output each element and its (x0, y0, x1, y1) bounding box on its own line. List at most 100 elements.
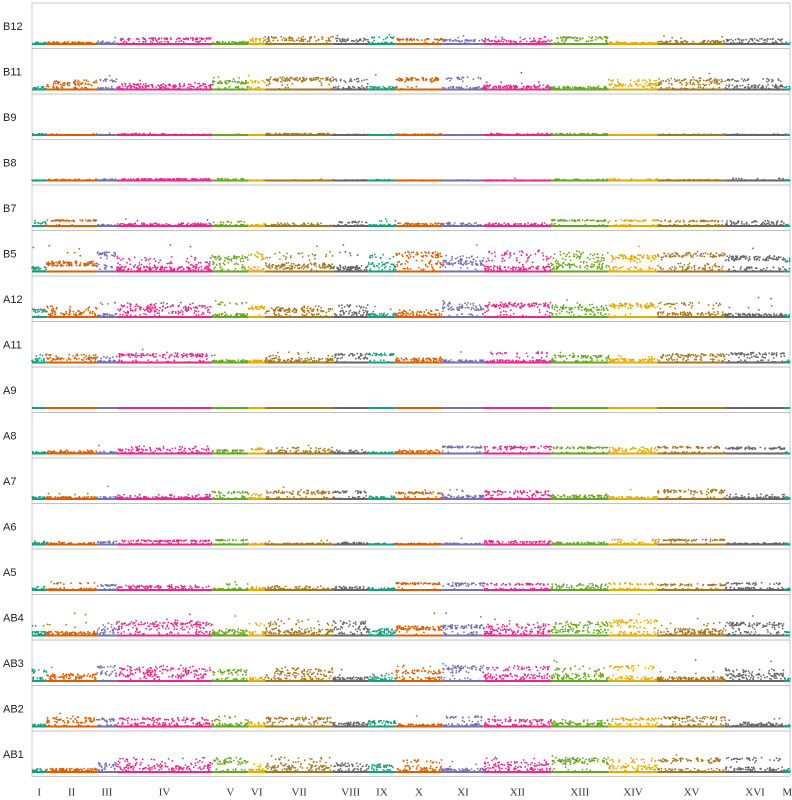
series-chr-ii (46, 218, 98, 227)
data-point (239, 82, 242, 85)
data-point (229, 133, 232, 136)
data-point (384, 37, 387, 40)
data-point (290, 39, 292, 42)
data-point (394, 265, 396, 268)
data-point (86, 220, 89, 223)
data-point (255, 255, 258, 258)
data-point (293, 40, 296, 43)
data-point (584, 220, 586, 222)
data-point (221, 82, 224, 84)
data-point (348, 224, 350, 227)
data-point (406, 39, 409, 41)
data-point (516, 132, 519, 135)
data-point (716, 83, 719, 85)
data-point (554, 42, 556, 44)
data-point (99, 268, 101, 270)
data-point (385, 261, 388, 264)
data-point (302, 268, 305, 270)
data-point (429, 133, 431, 136)
data-point (278, 224, 280, 227)
data-point (693, 42, 696, 45)
data-point (199, 178, 202, 180)
data-point (247, 266, 250, 269)
data-point (53, 179, 56, 182)
data-point (721, 220, 724, 222)
data-point (704, 179, 707, 181)
data-point (67, 40, 70, 43)
data-point (61, 84, 64, 87)
data-point (639, 42, 642, 45)
data-point (658, 83, 660, 86)
data-point (686, 83, 689, 85)
data-point (355, 39, 358, 42)
data-point (148, 133, 151, 136)
data-point (124, 85, 127, 88)
data-point (699, 134, 702, 136)
panel-b7 (31, 184, 791, 231)
data-point (356, 40, 359, 43)
data-point (289, 224, 291, 227)
data-point (457, 77, 460, 79)
data-point (563, 87, 566, 90)
data-point (207, 37, 210, 39)
data-point (252, 224, 254, 227)
data-point (604, 87, 607, 89)
data-point (237, 263, 239, 266)
data-point (55, 261, 58, 263)
data-point (256, 37, 258, 40)
data-point (42, 221, 44, 224)
data-point (363, 79, 365, 81)
data-point (83, 79, 85, 82)
data-point (438, 39, 441, 42)
data-point (238, 81, 241, 84)
data-point (734, 79, 736, 82)
data-point (645, 80, 648, 83)
data-point (204, 40, 207, 42)
data-point (141, 222, 143, 225)
data-point (97, 88, 100, 90)
data-point (213, 80, 216, 83)
data-point (655, 84, 657, 87)
data-point (769, 88, 771, 90)
data-point (251, 179, 254, 182)
data-point (203, 268, 206, 270)
data-point (295, 224, 298, 227)
data-point (784, 88, 787, 91)
data-point (338, 251, 341, 254)
data-point (291, 225, 294, 227)
data-point (143, 178, 146, 181)
data-point (378, 178, 380, 181)
data-point (391, 37, 394, 40)
series-chr-vii (265, 245, 334, 273)
data-point (740, 78, 743, 80)
data-point (333, 133, 336, 136)
data-point (276, 179, 279, 182)
data-point (380, 87, 383, 90)
data-point (270, 223, 273, 226)
data-point (70, 88, 73, 91)
data-point (330, 265, 332, 268)
data-point (130, 270, 132, 273)
data-point (489, 223, 491, 226)
data-point (213, 262, 216, 264)
data-point (749, 133, 751, 136)
data-point (218, 133, 221, 136)
data-point (400, 38, 403, 41)
data-point (691, 40, 694, 43)
data-point (716, 39, 719, 42)
data-point (602, 132, 605, 135)
data-point (721, 36, 723, 38)
data-point (764, 38, 767, 41)
data-point (748, 224, 750, 227)
data-point (85, 41, 88, 44)
data-point (657, 219, 660, 222)
series-chr-iv (116, 244, 213, 273)
data-point (560, 132, 562, 135)
data-point (74, 86, 77, 89)
data-point (769, 38, 772, 40)
data-point (302, 35, 304, 38)
data-point (357, 80, 360, 83)
data-point (690, 79, 693, 81)
data-point (180, 133, 182, 136)
